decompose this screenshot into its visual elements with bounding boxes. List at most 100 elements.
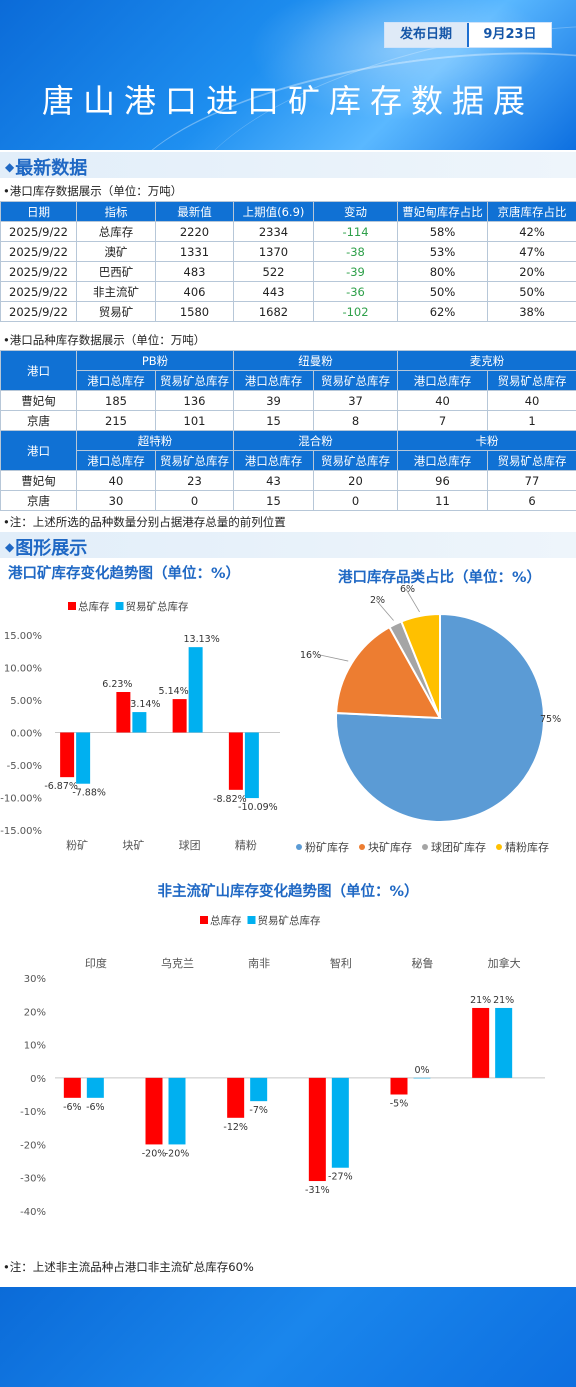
legend-swatch — [359, 844, 365, 850]
sub-header-cell: 港口总库存 — [233, 450, 314, 471]
table-cell: 2334 — [233, 221, 314, 242]
legend-label: 贸易矿总库存 — [258, 914, 321, 927]
y-tick-label: 0% — [30, 1074, 46, 1085]
table-cell: 1682 — [233, 301, 314, 322]
table-cell: 136 — [154, 390, 235, 411]
sub-header-cell: 贸易矿总库存 — [155, 450, 234, 471]
table2-note: •注：上述所选的品种数量分别占据港存总量的前列位置 — [3, 515, 286, 529]
bar — [116, 692, 131, 733]
table-header-cell: 上期值(6.9) — [233, 201, 314, 222]
pie-slice — [335, 625, 442, 720]
bar — [132, 712, 147, 733]
table-cell: 总库存 — [76, 221, 156, 242]
table-cell: 101 — [154, 410, 235, 431]
legend-label: 精粉库存 — [505, 840, 549, 854]
table-row: 2025/9/22 贸易矿 1580 1682 -102 62% 38% — [0, 301, 576, 322]
bar — [250, 1077, 268, 1102]
table-cell: 2025/9/22 — [0, 301, 77, 322]
leader-line — [405, 588, 420, 613]
data-label: -5% — [390, 1099, 409, 1110]
leader-line — [375, 599, 394, 621]
bar — [168, 1077, 186, 1145]
table-cell: 20 — [313, 470, 398, 491]
category-label: 加拿大 — [488, 956, 521, 970]
variety-inventory-table-a: 港口 PB粉 纽曼粉 麦克粉 港口总库存 贸易矿总库存 港口总库存 贸易矿总库存 港口总库存 贸易… — [0, 350, 576, 431]
legend-label: 粉矿库存 — [305, 840, 349, 854]
bar — [390, 1077, 408, 1095]
page-title: 唐山港口进口矿库存数据展 — [41, 82, 534, 120]
data-label: 16% — [300, 650, 321, 661]
data-label: -7.88% — [72, 788, 106, 799]
table2-caption: •港口品种库存数据展示（单位：万吨） — [3, 333, 206, 347]
data-label: -6% — [86, 1102, 105, 1113]
table-cell: 50% — [397, 281, 488, 302]
data-label: 21% — [493, 995, 514, 1006]
port-inventory-table: 日期 指标 最新值 上期值(6.9) 变动 曹妃甸库存占比 京唐库存占比 2025/9/22… — [0, 201, 576, 322]
table-cell: 1370 — [233, 241, 314, 262]
chart2-title: 港口库存品类占比（单位：%） — [338, 570, 542, 586]
table-cell: 406 — [155, 281, 234, 302]
legend-swatch — [247, 916, 256, 924]
table-cell: 40 — [397, 390, 489, 411]
sub-header-cell: 贸易矿总库存 — [487, 370, 576, 391]
table-cell: 50% — [487, 281, 576, 302]
sub-header-cell: 贸易矿总库存 — [313, 370, 399, 391]
table-header-row: 港口 超特粉 混合粉 卡粉 — [0, 430, 576, 471]
bar — [495, 1007, 513, 1078]
data-label: -8.82% — [213, 794, 247, 805]
legend-label: 总库存 — [210, 914, 242, 927]
data-label: -20% — [142, 1148, 167, 1159]
bar — [76, 732, 91, 784]
sub-header-cell: 港口总库存 — [76, 450, 156, 471]
leader-line — [319, 654, 349, 662]
table-header-row: 港口总库存 贸易矿总库存 港口总库存 贸易矿总库存 港口总库存 贸易矿总库存 — [1, 370, 576, 391]
table-cell: 37 — [313, 390, 399, 411]
table-header-cell: 京唐库存占比 — [487, 201, 576, 222]
bar — [308, 1077, 326, 1182]
table-cell: 1331 — [155, 241, 234, 262]
bar — [60, 732, 75, 778]
category-label: 秘鲁 — [412, 956, 434, 970]
variety-inventory-table-b: 港口 超特粉 混合粉 卡粉 港口总库存 贸易矿总库存 港口总库存 贸易矿总库存 港口总库存 贸易矿… — [0, 430, 576, 511]
legend-label: 总库存 — [78, 600, 110, 613]
table-cell: 23 — [155, 470, 234, 491]
table-cell: 11 — [397, 490, 488, 511]
table-cell: 522 — [233, 261, 314, 282]
legend-swatch — [296, 844, 302, 850]
y-tick-label: -30% — [20, 1174, 46, 1185]
data-label: 6% — [400, 585, 415, 595]
data-label: -27% — [328, 1172, 353, 1183]
table-cell: 215 — [76, 410, 156, 431]
table-cell: 15 — [233, 490, 314, 511]
table-cell: -102 — [313, 301, 398, 322]
table-header-row: 港口总库存 贸易矿总库存 港口总库存 贸易矿总库存 港口总库存 贸易矿总库存 — [1, 450, 576, 471]
chart-legend: 总库存 贸易矿总库存 — [200, 914, 321, 927]
category-label: 球团 — [179, 838, 201, 852]
table-row: 2025/9/22 巴西矿 483 522 -39 80% 20% — [0, 261, 576, 282]
data-label: 3.14% — [130, 699, 160, 710]
publish-date-value: 9月23日 — [467, 23, 551, 47]
legend-swatch — [200, 916, 208, 924]
legend-swatch — [115, 602, 124, 610]
section-charts-title: 图形展示 — [15, 538, 88, 559]
table-row: 2025/9/22 非主流矿 406 443 -36 50% 50% — [0, 281, 576, 302]
y-tick-label: -5.00% — [7, 761, 42, 772]
section-latest: ◆最新数据 — [0, 152, 576, 179]
table-cell: 40 — [76, 470, 156, 491]
chart3-title: 非主流矿山库存变化趋势图（单位：%） — [157, 884, 419, 900]
variety-header-cell: 超特粉 — [76, 430, 234, 451]
port-ore-trend-chart: 总库存 贸易矿总库存 15.00% 10.00% 5.00% 0.00% -5.00% -10… — [0, 600, 280, 852]
data-label: -12% — [223, 1122, 248, 1133]
table-cell: 非主流矿 — [76, 281, 156, 302]
table-cell: 38% — [487, 301, 576, 322]
data-label: -7% — [249, 1105, 268, 1116]
table-cell: -38 — [313, 241, 398, 262]
y-tick-label: -10% — [20, 1107, 46, 1118]
publish-date-box: 发布日期 9月23日 — [384, 22, 552, 48]
table-cell: 2025/9/22 — [0, 281, 77, 302]
variety-header-cell: 混合粉 — [233, 430, 398, 451]
sub-header-cell: 港口总库存 — [233, 370, 315, 391]
y-tick-label: 15.00% — [4, 631, 42, 642]
diamond-icon: ◆ — [5, 160, 15, 174]
table-cell: 巴西矿 — [76, 261, 156, 282]
